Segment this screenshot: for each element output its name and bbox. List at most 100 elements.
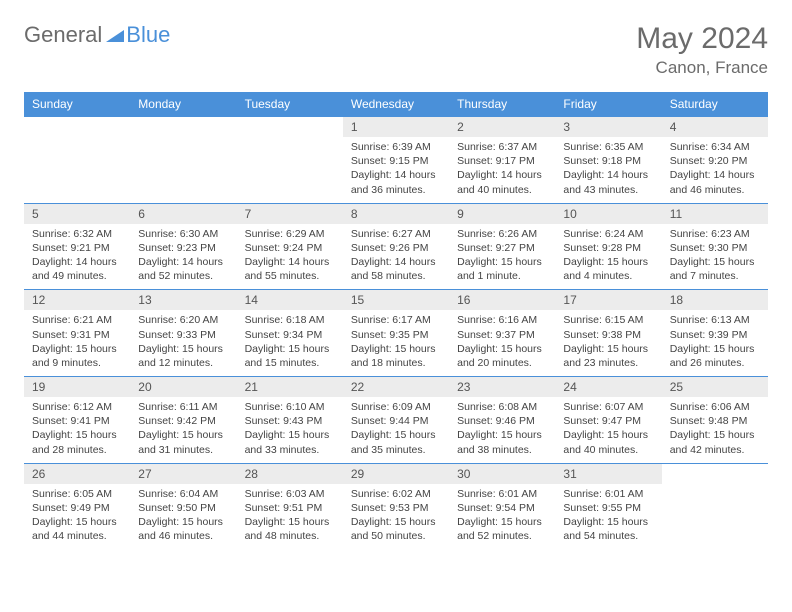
sunrise-text: Sunrise: 6:17 AM <box>351 313 441 327</box>
sunset-text: Sunset: 9:26 PM <box>351 241 441 255</box>
day-cell: 29Sunrise: 6:02 AMSunset: 9:53 PMDayligh… <box>343 463 449 549</box>
sunset-text: Sunset: 9:24 PM <box>245 241 335 255</box>
day-number: 21 <box>237 377 343 397</box>
day-cell <box>130 117 236 204</box>
sunrise-text: Sunrise: 6:16 AM <box>457 313 547 327</box>
daylight-text: Daylight: 15 hours and 54 minutes. <box>563 515 653 543</box>
sunrise-text: Sunrise: 6:37 AM <box>457 140 547 154</box>
sunset-text: Sunset: 9:43 PM <box>245 414 335 428</box>
daylight-text: Daylight: 14 hours and 46 minutes. <box>670 168 760 196</box>
day-cell <box>24 117 130 204</box>
day-number <box>237 117 343 137</box>
day-cell: 11Sunrise: 6:23 AMSunset: 9:30 PMDayligh… <box>662 203 768 290</box>
sunset-text: Sunset: 9:47 PM <box>563 414 653 428</box>
sunset-text: Sunset: 9:17 PM <box>457 154 547 168</box>
day-number: 3 <box>555 117 661 137</box>
sunrise-text: Sunrise: 6:09 AM <box>351 400 441 414</box>
day-info: Sunrise: 6:15 AMSunset: 9:38 PMDaylight:… <box>555 310 661 376</box>
day-cell: 3Sunrise: 6:35 AMSunset: 9:18 PMDaylight… <box>555 117 661 204</box>
day-number: 6 <box>130 204 236 224</box>
day-number: 31 <box>555 464 661 484</box>
day-info: Sunrise: 6:02 AMSunset: 9:53 PMDaylight:… <box>343 484 449 550</box>
day-number <box>130 117 236 137</box>
daylight-text: Daylight: 15 hours and 1 minute. <box>457 255 547 283</box>
sunrise-text: Sunrise: 6:02 AM <box>351 487 441 501</box>
day-cell: 17Sunrise: 6:15 AMSunset: 9:38 PMDayligh… <box>555 290 661 377</box>
day-cell: 13Sunrise: 6:20 AMSunset: 9:33 PMDayligh… <box>130 290 236 377</box>
daylight-text: Daylight: 15 hours and 4 minutes. <box>563 255 653 283</box>
sunset-text: Sunset: 9:50 PM <box>138 501 228 515</box>
daylight-text: Daylight: 15 hours and 42 minutes. <box>670 428 760 456</box>
day-info: Sunrise: 6:04 AMSunset: 9:50 PMDaylight:… <box>130 484 236 550</box>
day-number: 29 <box>343 464 449 484</box>
daylight-text: Daylight: 14 hours and 36 minutes. <box>351 168 441 196</box>
dayhead-sat: Saturday <box>662 92 768 117</box>
sunrise-text: Sunrise: 6:13 AM <box>670 313 760 327</box>
sunset-text: Sunset: 9:27 PM <box>457 241 547 255</box>
daylight-text: Daylight: 15 hours and 52 minutes. <box>457 515 547 543</box>
daylight-text: Daylight: 15 hours and 31 minutes. <box>138 428 228 456</box>
sunset-text: Sunset: 9:20 PM <box>670 154 760 168</box>
daylight-text: Daylight: 14 hours and 40 minutes. <box>457 168 547 196</box>
daylight-text: Daylight: 15 hours and 48 minutes. <box>245 515 335 543</box>
day-number: 24 <box>555 377 661 397</box>
day-cell: 7Sunrise: 6:29 AMSunset: 9:24 PMDaylight… <box>237 203 343 290</box>
day-info: Sunrise: 6:08 AMSunset: 9:46 PMDaylight:… <box>449 397 555 463</box>
day-number: 19 <box>24 377 130 397</box>
sunset-text: Sunset: 9:37 PM <box>457 328 547 342</box>
sunrise-text: Sunrise: 6:06 AM <box>670 400 760 414</box>
day-number: 16 <box>449 290 555 310</box>
day-info: Sunrise: 6:34 AMSunset: 9:20 PMDaylight:… <box>662 137 768 203</box>
day-cell: 6Sunrise: 6:30 AMSunset: 9:23 PMDaylight… <box>130 203 236 290</box>
day-number: 9 <box>449 204 555 224</box>
day-number: 26 <box>24 464 130 484</box>
daylight-text: Daylight: 15 hours and 9 minutes. <box>32 342 122 370</box>
day-cell: 31 Sunrise: 6:01 AMSunset: 9:55 PMDayligh… <box>555 463 661 549</box>
sunset-text: Sunset: 9:55 PM <box>563 501 653 515</box>
sunrise-text: Sunrise: 6:12 AM <box>32 400 122 414</box>
sunrise-text: Sunrise: 6:34 AM <box>670 140 760 154</box>
week-row: 5Sunrise: 6:32 AMSunset: 9:21 PMDaylight… <box>24 203 768 290</box>
day-info: Sunrise: 6:26 AMSunset: 9:27 PMDaylight:… <box>449 224 555 290</box>
day-number: 12 <box>24 290 130 310</box>
daylight-text: Daylight: 15 hours and 15 minutes. <box>245 342 335 370</box>
day-cell: 9Sunrise: 6:26 AMSunset: 9:27 PMDaylight… <box>449 203 555 290</box>
day-number: 10 <box>555 204 661 224</box>
day-cell: 30Sunrise: 6:01 AMSunset: 9:54 PMDayligh… <box>449 463 555 549</box>
day-info: Sunrise: 6:03 AMSunset: 9:51 PMDaylight:… <box>237 484 343 550</box>
sunrise-text: Sunrise: 6:35 AM <box>563 140 653 154</box>
sunset-text: Sunset: 9:38 PM <box>563 328 653 342</box>
sunrise-text: Sunrise: 6:21 AM <box>32 313 122 327</box>
day-cell: 23Sunrise: 6:08 AMSunset: 9:46 PMDayligh… <box>449 377 555 464</box>
day-info: Sunrise: 6:18 AMSunset: 9:34 PMDaylight:… <box>237 310 343 376</box>
sunrise-text: Sunrise: 6:23 AM <box>670 227 760 241</box>
logo-text-1: General <box>24 22 102 48</box>
day-cell: 10Sunrise: 6:24 AMSunset: 9:28 PMDayligh… <box>555 203 661 290</box>
day-number: 30 <box>449 464 555 484</box>
dayhead-wed: Wednesday <box>343 92 449 117</box>
daylight-text: Daylight: 15 hours and 50 minutes. <box>351 515 441 543</box>
day-cell: 21Sunrise: 6:10 AMSunset: 9:43 PMDayligh… <box>237 377 343 464</box>
day-info: Sunrise: 6:10 AMSunset: 9:43 PMDaylight:… <box>237 397 343 463</box>
day-info <box>24 137 130 203</box>
day-number: 15 <box>343 290 449 310</box>
sunset-text: Sunset: 9:41 PM <box>32 414 122 428</box>
sunrise-text: Sunrise: 6:08 AM <box>457 400 547 414</box>
day-cell: 2Sunrise: 6:37 AMSunset: 9:17 PMDaylight… <box>449 117 555 204</box>
day-info: Sunrise: 6:13 AMSunset: 9:39 PMDaylight:… <box>662 310 768 376</box>
day-info: Sunrise: 6:11 AMSunset: 9:42 PMDaylight:… <box>130 397 236 463</box>
day-number: 8 <box>343 204 449 224</box>
month-title: May 2024 <box>636 22 768 56</box>
day-info: Sunrise: 6:20 AMSunset: 9:33 PMDaylight:… <box>130 310 236 376</box>
daylight-text: Daylight: 14 hours and 58 minutes. <box>351 255 441 283</box>
daylight-text: Daylight: 15 hours and 12 minutes. <box>138 342 228 370</box>
day-cell: 28Sunrise: 6:03 AMSunset: 9:51 PMDayligh… <box>237 463 343 549</box>
daylight-text: Daylight: 14 hours and 52 minutes. <box>138 255 228 283</box>
day-cell: 19Sunrise: 6:12 AMSunset: 9:41 PMDayligh… <box>24 377 130 464</box>
daylight-text: Daylight: 15 hours and 35 minutes. <box>351 428 441 456</box>
sunset-text: Sunset: 9:35 PM <box>351 328 441 342</box>
day-number: 11 <box>662 204 768 224</box>
sunrise-text: Sunrise: 6:04 AM <box>138 487 228 501</box>
sunrise-text: Sunrise: 6:01 AM <box>563 487 653 501</box>
logo: General Blue <box>24 22 170 48</box>
